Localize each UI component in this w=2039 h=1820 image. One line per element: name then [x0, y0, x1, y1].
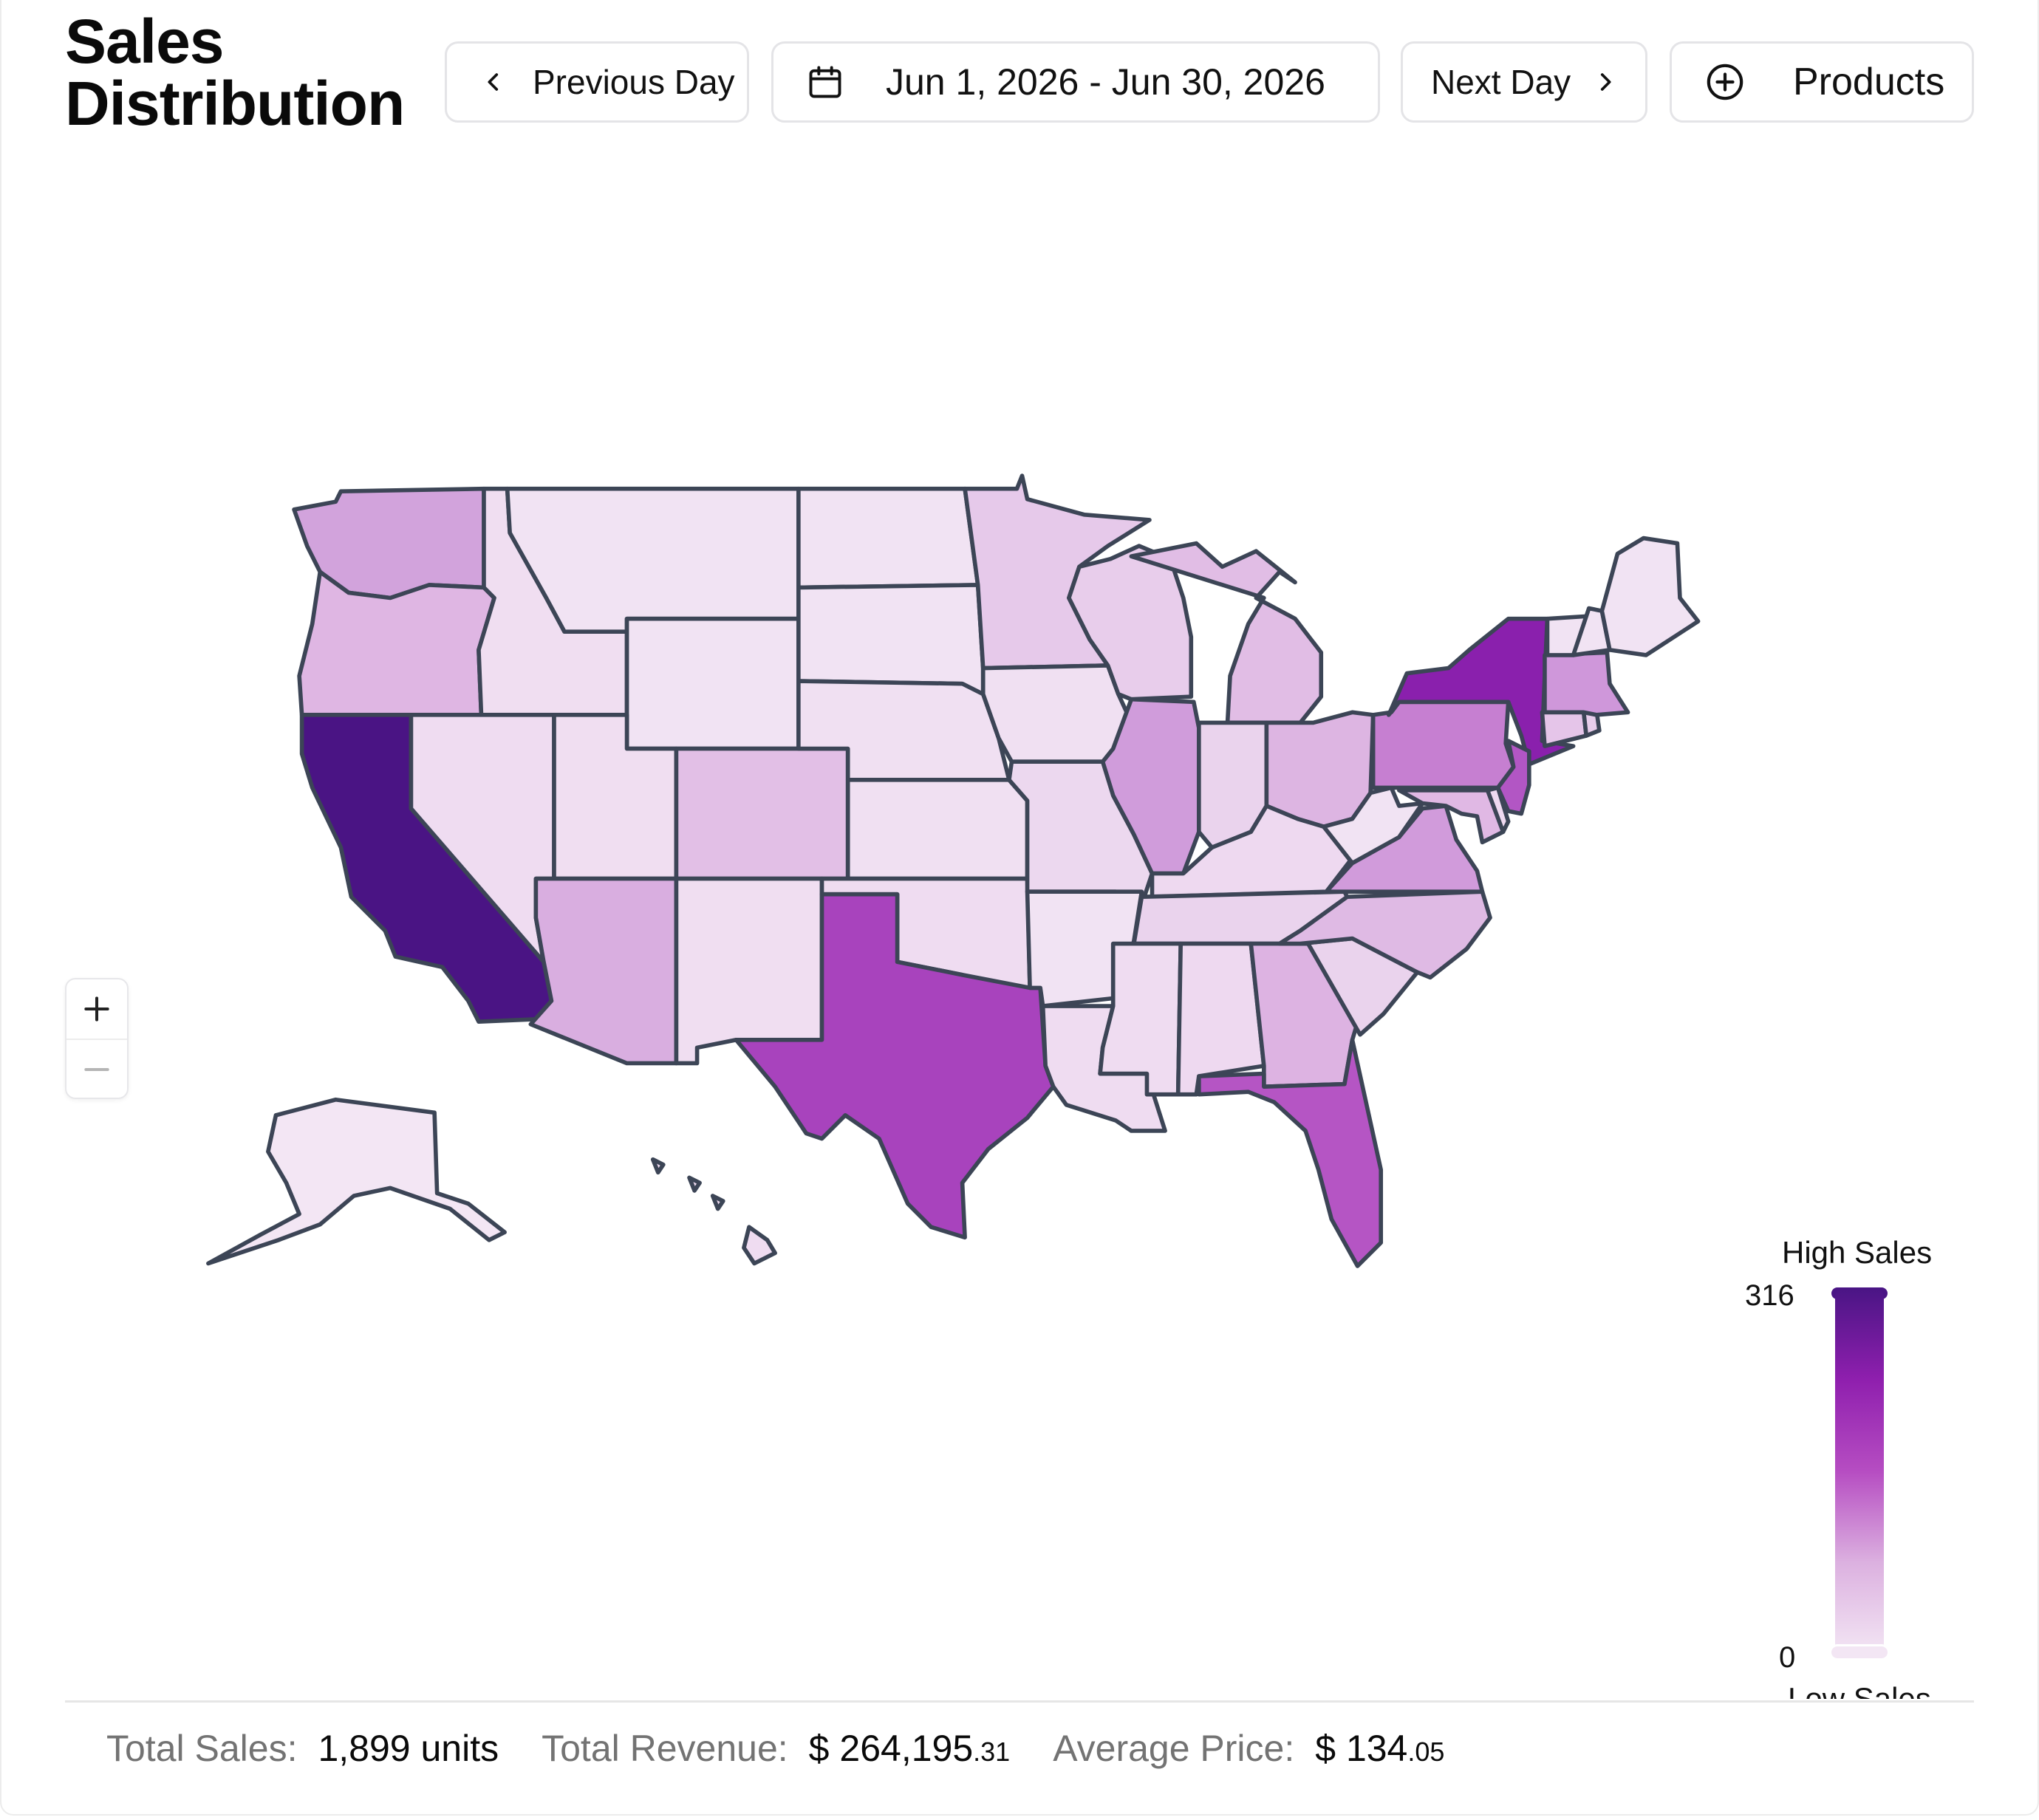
state-wv[interactable]	[1321, 785, 1425, 866]
average-price-value: $ 134.05	[1315, 1727, 1444, 1770]
state-ms[interactable]	[1098, 941, 1184, 1097]
previous-day-label: Previous Day	[533, 63, 735, 101]
legend-bottom-cap	[1829, 1644, 1890, 1660]
total-sales-label: Total Sales:	[106, 1728, 298, 1769]
previous-day-button[interactable]: Previous Day	[445, 41, 749, 123]
state-az[interactable]	[528, 876, 679, 1066]
page-title-line2: Distribution	[65, 69, 405, 138]
chevron-left-icon	[488, 73, 499, 91]
average-price-cents: .05	[1407, 1737, 1445, 1767]
state-ak[interactable]	[206, 1097, 507, 1266]
products-filter-button[interactable]: Products	[1670, 41, 1974, 123]
total-revenue-main: 264,195	[839, 1728, 974, 1769]
state-sd[interactable]	[796, 583, 986, 697]
state-mt[interactable]	[505, 486, 801, 634]
state-ma[interactable]	[1543, 650, 1630, 717]
next-day-button[interactable]: Next Day	[1401, 41, 1647, 123]
state-wy[interactable]	[624, 616, 801, 751]
state-me[interactable]	[1599, 536, 1701, 657]
state-ks[interactable]	[845, 778, 1030, 881]
state-ct[interactable]	[1540, 710, 1589, 748]
legend-high-label: High Sales	[1782, 1235, 1933, 1270]
map-zoom-control	[65, 978, 129, 1099]
state-hi[interactable]	[650, 1157, 777, 1266]
legend-min-value: 0	[1779, 1641, 1796, 1674]
zoom-in-button[interactable]	[66, 979, 127, 1039]
minus-icon	[84, 1067, 109, 1072]
state-nj[interactable]	[1495, 739, 1531, 816]
legend-max-value: 316	[1745, 1279, 1794, 1312]
total-sales-value: 1,899 units	[318, 1728, 499, 1769]
state-pa[interactable]	[1370, 699, 1516, 790]
state-nd[interactable]	[796, 486, 980, 590]
state-fl[interactable]	[1197, 1037, 1384, 1268]
footer-divider	[65, 1700, 1974, 1703]
state-nc[interactable]	[1277, 889, 1492, 980]
state-co[interactable]	[674, 746, 850, 881]
page-title: Sales Distribution	[65, 7, 405, 134]
products-filter-label: Products	[1793, 61, 1945, 103]
state-de[interactable]	[1485, 785, 1511, 835]
state-tx[interactable]	[734, 892, 1056, 1240]
total-revenue-value: $ 264,195.31	[809, 1727, 1011, 1770]
total-revenue-label: Total Revenue:	[542, 1728, 788, 1769]
plus-circle-icon	[1707, 64, 1743, 100]
total-revenue-currency: $	[808, 1728, 830, 1769]
legend-color-bar	[1835, 1288, 1884, 1655]
state-wi[interactable]	[1067, 544, 1194, 702]
state-nm[interactable]	[674, 876, 824, 1066]
state-mi[interactable]	[1129, 541, 1324, 725]
zoom-out-button[interactable]	[66, 1039, 127, 1099]
summary-footer: Total Sales: 1,899 units Total Revenue: …	[106, 1727, 1444, 1786]
chevron-right-icon	[1601, 73, 1611, 91]
total-revenue-cents: .31	[973, 1737, 1011, 1767]
average-price-currency: $	[1315, 1728, 1336, 1769]
average-price-main: 134	[1345, 1728, 1408, 1769]
plus-icon	[84, 996, 109, 1022]
average-price-label: Average Price:	[1053, 1728, 1295, 1769]
next-day-label: Next Day	[1431, 63, 1571, 101]
page-title-line1: Sales	[65, 7, 225, 76]
us-sales-map[interactable]	[0, 0, 2039, 1699]
calendar-icon	[809, 66, 841, 98]
legend-low-label: Low Sales	[1788, 1681, 1931, 1699]
date-range-picker[interactable]: Jun 1, 2026 - Jun 30, 2026	[771, 41, 1380, 123]
us-map-svg[interactable]	[0, 0, 2039, 1699]
date-range-label: Jun 1, 2026 - Jun 30, 2026	[886, 61, 1325, 103]
state-al[interactable]	[1175, 941, 1266, 1097]
